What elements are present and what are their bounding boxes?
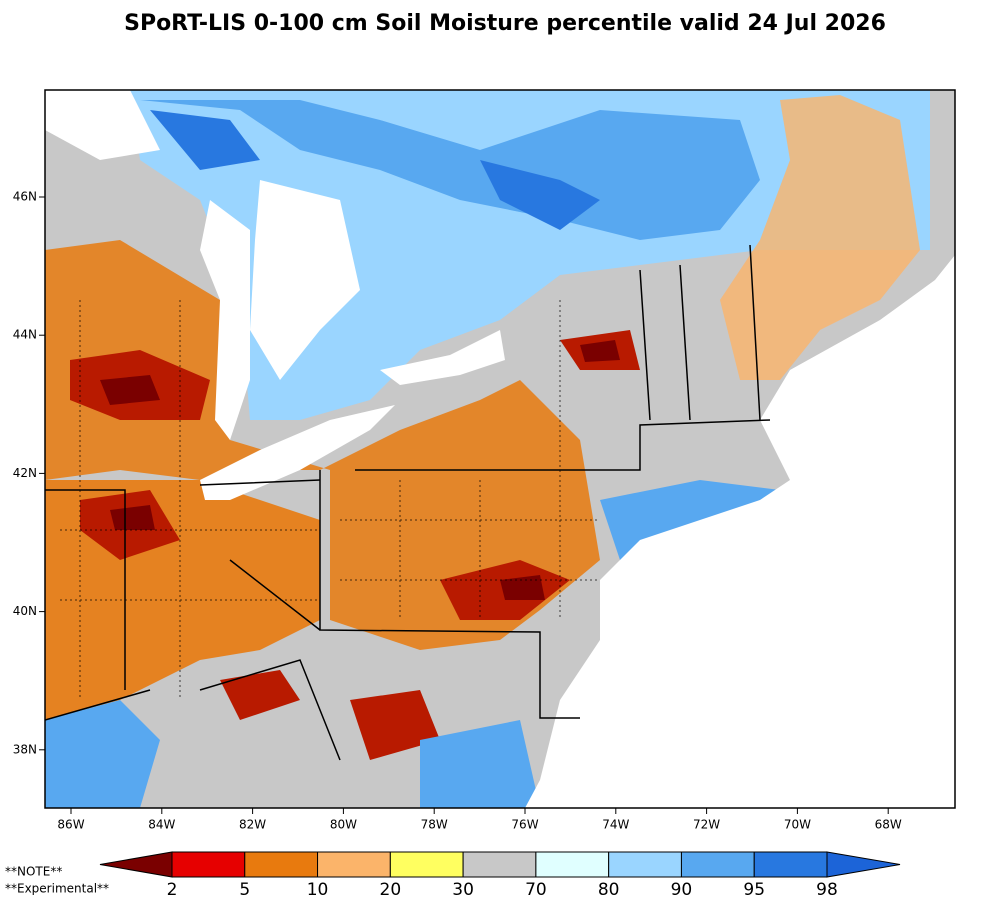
colorbar-segment <box>317 851 391 878</box>
lon-label: 78W <box>421 818 448 832</box>
lon-label: 80W <box>330 818 357 832</box>
colorbar-label: 70 <box>525 880 547 900</box>
colorbar-label: 2 <box>167 880 178 900</box>
colorbar-label: 80 <box>598 880 620 900</box>
colorbar: 2 5 10 20 30 70 80 90 95 98 <box>99 851 901 900</box>
lon-label: 84W <box>148 818 175 832</box>
colorbar-low <box>99 851 173 878</box>
colorbar-label: 10 <box>307 880 329 900</box>
colorbar-label: 90 <box>671 880 693 900</box>
colorbar-segment <box>535 851 610 878</box>
colorbar-label: 30 <box>452 880 474 900</box>
lon-label: 86W <box>57 818 84 832</box>
note: **Experimental** <box>5 882 109 896</box>
lat-label: 40N <box>13 604 37 618</box>
map <box>45 90 955 808</box>
lon-label: 72W <box>693 818 720 832</box>
colorbar-segment <box>171 851 246 878</box>
lat-label: 46N <box>13 190 37 204</box>
lon-label: 76W <box>511 818 538 832</box>
lon-label: 70W <box>784 818 811 832</box>
map-frame <box>44 89 956 809</box>
colorbar-label: 5 <box>239 880 250 900</box>
lat-label: 44N <box>13 328 37 342</box>
colorbar-segment <box>753 851 828 878</box>
colorbar-segment <box>680 851 755 878</box>
lon-label: 68W <box>875 818 902 832</box>
lon-label: 82W <box>239 818 266 832</box>
axes: 86W 84W 82W 80W 78W 76W 74W 72W 70W 68W 46N 44N 42N 4… <box>13 190 902 832</box>
lat-label: 42N <box>13 466 37 480</box>
colorbar-label: 95 <box>743 880 765 900</box>
colorbar-high <box>826 851 901 878</box>
lon-label: 74W <box>602 818 629 832</box>
lat-label: 38N <box>13 742 37 756</box>
colorbar-segment <box>244 851 319 878</box>
colorbar-segment <box>608 851 682 878</box>
colorbar-label: 98 <box>816 880 838 900</box>
colorbar-segment <box>389 851 464 878</box>
note: **NOTE** <box>5 865 62 879</box>
colorbar-segment <box>462 851 537 878</box>
colorbar-label: 20 <box>380 880 402 900</box>
title: SPoRT-LIS 0-100 cm Soil Moisture percent… <box>124 11 886 36</box>
